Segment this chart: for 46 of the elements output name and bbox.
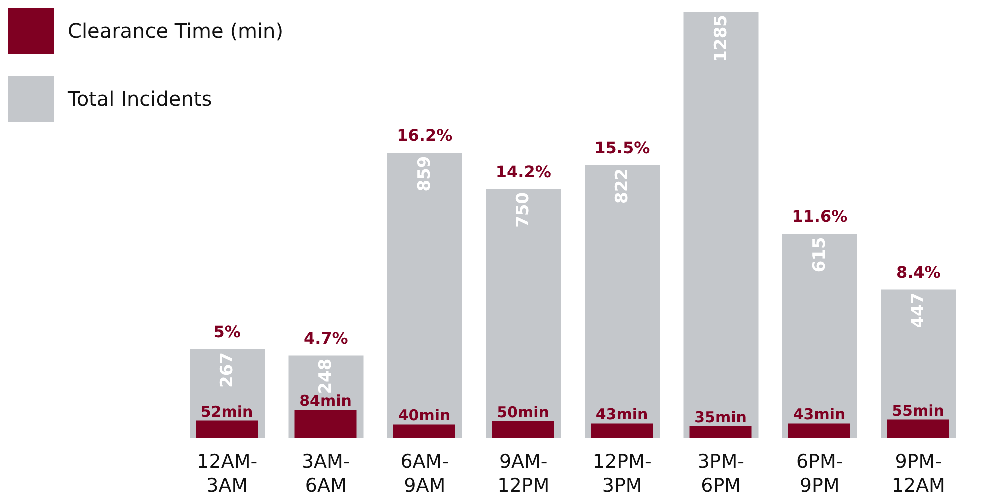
data-label: 43min: [793, 406, 846, 424]
data-label: 43min: [596, 406, 648, 424]
x-tick-label: 9AM-12PM: [498, 451, 550, 497]
bar: [486, 189, 562, 438]
data-label: 267: [218, 352, 238, 388]
bar: [585, 165, 660, 438]
bar: [492, 421, 554, 438]
x-tick-label: 6PM-9PM: [796, 451, 844, 497]
annotation: 14.2%: [496, 162, 552, 182]
bar: [887, 420, 950, 438]
bar: [294, 410, 357, 438]
bar: [591, 424, 653, 438]
data-label: 1285: [711, 15, 732, 62]
data-label: 84min: [300, 392, 352, 410]
bar: [388, 153, 462, 438]
x-tick-label: 3PM-6PM: [698, 451, 745, 497]
annotation: 11.6%: [792, 207, 848, 226]
x-tick-label: 3AM-6AM: [302, 451, 350, 497]
data-label: 50min: [497, 403, 550, 422]
annotation: 8.4%: [896, 262, 941, 282]
data-label: 55min: [892, 402, 944, 420]
bar: [782, 234, 858, 438]
legend-label: Clearance Time (min): [68, 19, 284, 43]
bar: [196, 420, 258, 438]
x-tick-label: 9PM-12AM: [892, 451, 946, 497]
bar: [684, 12, 759, 438]
x-tick-label: 6AM-9AM: [400, 451, 450, 497]
data-label: 52min: [200, 402, 254, 421]
data-label: 35min: [694, 408, 747, 426]
data-label: 40min: [398, 406, 451, 425]
annotation: 15.5%: [594, 138, 650, 158]
data-label: 859: [415, 156, 435, 192]
annotation: 4.7%: [304, 328, 348, 348]
data-label: 822: [612, 168, 632, 204]
data-label: 750: [514, 192, 534, 228]
annotation: 16.2%: [397, 126, 453, 146]
x-tick-label: 12PM-3PM: [592, 451, 652, 497]
legend-label: Total Incidents: [68, 87, 212, 111]
data-label: 615: [810, 237, 830, 273]
data-label: 248: [316, 358, 336, 394]
bar: [394, 424, 456, 438]
annotation: 5%: [214, 322, 241, 342]
bar: [690, 426, 752, 438]
bar: [788, 424, 850, 438]
x-tick-label: 12AM-3AM: [197, 451, 258, 497]
data-label: 447: [908, 292, 929, 328]
